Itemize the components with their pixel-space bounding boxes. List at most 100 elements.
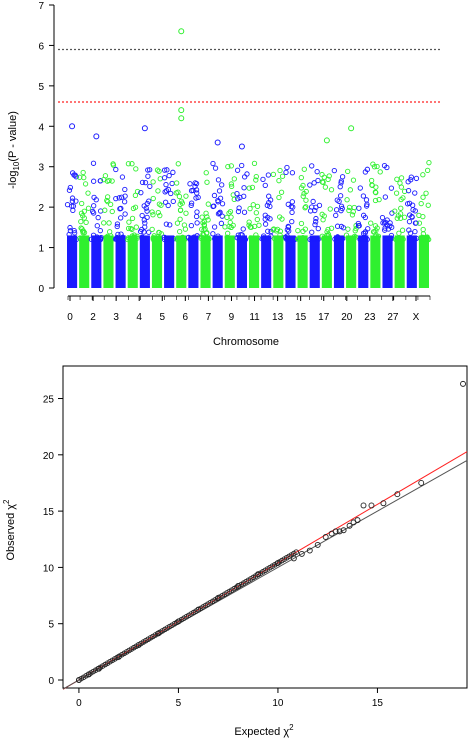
manhattan-point-band: [273, 235, 284, 288]
manhattan-point: [277, 167, 283, 174]
manhattan-point: [83, 219, 89, 226]
manhattan-point: [235, 232, 241, 238]
manhattan-point: [397, 180, 403, 186]
manhattan-x-tick-label: 3: [113, 312, 119, 323]
manhattan-point: [138, 190, 144, 196]
manhattan-point: [133, 166, 139, 172]
manhattan-point: [110, 162, 117, 168]
manhattan-point: [231, 176, 237, 182]
manhattan-point: [193, 195, 199, 201]
manhattan-point: [67, 236, 73, 242]
manhattan-point: [356, 223, 362, 229]
manhattan-x-tick-label: 15: [295, 312, 307, 323]
manhattan-point: [253, 173, 259, 180]
manhattan-point-band: [249, 235, 260, 288]
manhattan-point: [122, 211, 128, 217]
manhattan-point: [82, 181, 89, 187]
manhattan-x-tick-label: 9: [229, 312, 235, 323]
manhattan-x-tick-label: 0: [67, 312, 73, 323]
manhattan-point: [307, 208, 314, 214]
manhattan-point: [179, 200, 185, 206]
manhattan-point: [350, 177, 357, 183]
manhattan-point: [398, 175, 405, 181]
manhattan-point: [150, 179, 156, 185]
manhattan-point: [225, 236, 232, 242]
manhattan-point: [283, 169, 289, 176]
manhattan-point: [240, 236, 246, 242]
manhattan-point-band: [358, 235, 369, 288]
manhattan-point: [94, 223, 100, 229]
manhattan-point: [175, 161, 181, 167]
manhattan-point: [254, 203, 261, 210]
manhattan-point: [241, 193, 247, 199]
manhattan-point: [164, 167, 170, 173]
qq-x-tick-label: 0: [76, 698, 82, 709]
manhattan-point: [173, 190, 179, 196]
manhattan-point: [424, 167, 431, 174]
manhattan-point: [309, 163, 315, 169]
manhattan-point: [289, 218, 295, 225]
manhattan-point: [289, 170, 296, 176]
manhattan-point: [64, 202, 71, 208]
manhattan-point: [129, 161, 135, 167]
manhattan-point: [234, 191, 240, 197]
manhattan-point: [125, 161, 132, 167]
manhattan-point: [313, 215, 319, 222]
manhattan-point: [274, 235, 281, 241]
manhattan-point: [246, 222, 252, 228]
manhattan-point: [80, 169, 86, 176]
manhattan-point: [253, 210, 259, 216]
manhattan-point: [202, 226, 208, 232]
manhattan-y-tick-label: 7: [38, 1, 44, 12]
manhattan-point: [104, 197, 110, 204]
qq-point: [298, 550, 305, 557]
manhattan-point: [339, 174, 346, 180]
manhattan-point: [376, 196, 382, 203]
manhattan-point: [182, 226, 189, 232]
manhattan-point: [210, 231, 216, 237]
manhattan-point: [165, 186, 172, 193]
manhattan-point: [405, 179, 411, 185]
manhattan-point: [271, 235, 278, 242]
manhattan-point: [106, 177, 112, 184]
manhattan-point: [313, 219, 319, 225]
manhattan-point: [313, 204, 319, 210]
manhattan-x-tick-label: 23: [364, 312, 376, 323]
manhattan-point: [163, 221, 170, 227]
manhattan-point: [394, 215, 400, 221]
manhattan-point: [228, 214, 234, 220]
manhattan-point: [240, 226, 246, 232]
manhattan-point: [193, 213, 200, 220]
manhattan-point: [242, 174, 248, 180]
manhattan-point: [67, 228, 74, 234]
manhattan-point: [379, 214, 386, 221]
manhattan-point: [285, 201, 291, 207]
manhattan-point: [392, 208, 398, 214]
manhattan-point: [215, 177, 222, 183]
manhattan-point: [262, 182, 268, 189]
manhattan-point: [384, 217, 390, 223]
manhattan-point: [85, 205, 92, 211]
qq-y-tick-label: 10: [43, 563, 55, 574]
manhattan-point: [155, 236, 161, 243]
manhattan-point: [174, 180, 180, 186]
manhattan-point: [277, 214, 283, 220]
manhattan-point: [97, 208, 104, 214]
manhattan-point: [105, 198, 111, 205]
manhattan-point: [238, 231, 244, 238]
qq-point: [175, 618, 182, 625]
manhattan-point: [141, 203, 147, 209]
manhattan-notable-point: [348, 125, 355, 132]
manhattan-notable-point: [141, 125, 148, 132]
manhattan-point: [325, 176, 331, 183]
manhattan-point: [174, 220, 181, 226]
manhattan-point: [157, 212, 163, 219]
manhattan-point: [248, 235, 254, 241]
manhattan-point: [406, 219, 413, 225]
manhattan-x-tick-label: 11: [249, 312, 260, 323]
manhattan-x-tick-label: 13: [272, 312, 284, 323]
manhattan-point: [382, 194, 388, 200]
manhattan-notable-point: [178, 28, 185, 35]
manhattan-point: [165, 202, 171, 209]
manhattan-point-band: [406, 235, 417, 288]
